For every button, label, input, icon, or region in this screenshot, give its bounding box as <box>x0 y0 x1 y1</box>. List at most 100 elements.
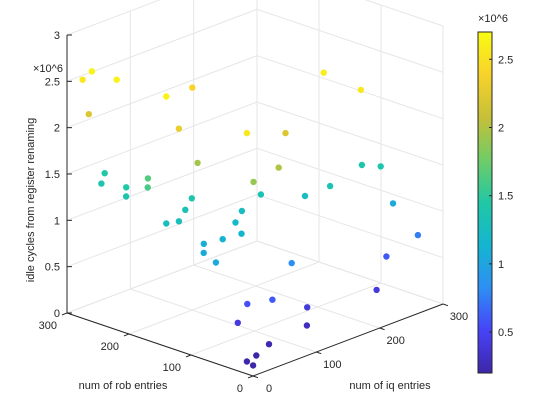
x-tick-mark <box>379 327 385 331</box>
z-tick-label: 3 <box>54 30 60 42</box>
scatter-point <box>85 111 93 118</box>
scatter-point <box>301 192 309 200</box>
x-tick-mark <box>252 375 259 379</box>
scatter-point <box>304 304 311 311</box>
side-wall-gridline <box>256 240 444 305</box>
scatter-point <box>212 259 220 266</box>
colorbar-exponent: ×10^6 <box>478 13 508 25</box>
scatter-point <box>238 207 246 215</box>
colorbar-gradient <box>477 31 493 374</box>
y-tick-mark <box>247 375 254 379</box>
back-wall-gridline <box>66 8 258 82</box>
scatter-point <box>244 300 251 308</box>
floor-gridline <box>130 288 317 353</box>
y-tick-mark <box>123 333 130 337</box>
y-axis-line <box>66 312 254 377</box>
back-wall-gridline <box>66 55 258 129</box>
z-tick-label: 1.5 <box>45 169 60 181</box>
scatter-point <box>357 86 365 94</box>
colorbar-tick-label: 1 <box>498 259 504 271</box>
floor-gridline <box>190 282 382 356</box>
scatter-point <box>123 184 130 191</box>
side-wall-gridline <box>256 194 444 259</box>
z-tick-label: 0.5 <box>45 262 60 274</box>
floor-gridline <box>193 264 380 329</box>
side-wall-gridline <box>256 8 444 73</box>
x-axis-line <box>252 303 444 377</box>
scatter-point <box>253 352 260 359</box>
colorbar-tick-label: 0.5 <box>498 327 513 339</box>
z-exponent: ×10^6 <box>33 63 63 75</box>
scatter-point <box>200 249 207 257</box>
scatter-point <box>243 358 251 365</box>
y-tick-label: 200 <box>101 341 119 353</box>
side-wall-gridline <box>256 147 444 212</box>
scatter-point <box>188 195 195 202</box>
z-tick-label: 2.5 <box>45 76 60 88</box>
scatter-point <box>414 231 422 239</box>
scatter-point <box>219 236 226 243</box>
x-tick-mark <box>316 351 322 355</box>
scatter-point <box>303 322 311 329</box>
scatter-point <box>250 178 257 186</box>
scatter-point <box>88 68 96 75</box>
scatter-point <box>282 129 289 137</box>
colorbar: ×10^6 0.5 1 1.5 2 2.5 <box>477 13 513 374</box>
scatter-point <box>389 200 397 207</box>
scatter-point <box>257 191 265 198</box>
z-tick-label: 0 <box>54 308 60 320</box>
x-axis-label: num of iq entries <box>349 380 431 392</box>
x-tick-label: 0 <box>266 383 272 395</box>
scatter-point <box>144 175 152 182</box>
y-axis-label: num of rob entries <box>79 380 168 392</box>
scatter-point <box>373 286 380 294</box>
y-tick-label: 100 <box>163 362 181 374</box>
floor-gridline <box>128 261 320 335</box>
scatter-point <box>243 129 251 137</box>
scatter-point <box>101 170 108 177</box>
x-tick-label: 200 <box>386 335 404 347</box>
x-tick-label: 300 <box>450 311 468 323</box>
back-wall-gridline <box>66 240 258 314</box>
scatter-point <box>383 253 390 260</box>
back-wall-gridline <box>66 0 161 36</box>
scatter-point <box>238 230 245 237</box>
y-tick-label: 300 <box>39 320 57 332</box>
scatter-point <box>182 206 189 213</box>
z-tick-label: 2 <box>54 123 60 135</box>
side-wall-gridline <box>364 0 444 27</box>
scatter-point <box>265 341 273 348</box>
scatter-point <box>377 163 384 170</box>
colorbar-tick-label: 2 <box>498 122 504 134</box>
scatter-point <box>163 93 170 100</box>
y-tick-mark <box>185 354 192 358</box>
scatter-point <box>358 161 366 169</box>
scatter-point <box>194 159 201 167</box>
scatter-point <box>232 219 239 226</box>
colorbar-tick-label: 2.5 <box>498 54 513 66</box>
data-points <box>79 68 422 369</box>
scatter-point <box>326 182 334 190</box>
scatter-point <box>113 76 120 83</box>
back-wall-gridline <box>66 101 258 175</box>
scatter-point <box>269 296 276 303</box>
y-tick-label: 0 <box>237 383 243 395</box>
scatter-point <box>175 125 183 132</box>
axes <box>61 0 449 379</box>
scatter-point <box>98 180 105 187</box>
y-tick-mark <box>61 312 68 316</box>
scatter-point <box>79 76 86 83</box>
back-wall-gridline <box>66 147 258 221</box>
scatter-point <box>175 218 183 225</box>
axis-labels: num of iq entries num of rob entries idl… <box>25 63 431 392</box>
side-wall-gridline <box>256 55 444 120</box>
scatter-point <box>249 362 257 369</box>
scatter-point <box>144 184 151 191</box>
scatter-point <box>122 193 130 200</box>
scatter-point <box>189 84 196 91</box>
scatter-point <box>163 220 170 227</box>
scatter-point <box>275 164 282 171</box>
scatter-point <box>320 69 327 76</box>
